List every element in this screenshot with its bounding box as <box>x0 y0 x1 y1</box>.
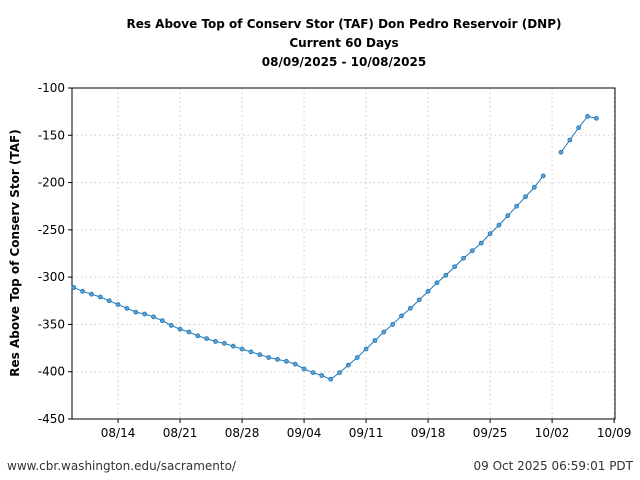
x-tick-label: 09/11 <box>349 426 384 440</box>
x-tick-label: 08/21 <box>163 426 198 440</box>
data-point <box>275 357 280 362</box>
data-point <box>567 137 573 143</box>
data-point <box>345 362 351 368</box>
data-point <box>496 222 502 228</box>
y-tick-label: -450 <box>38 412 65 426</box>
data-point <box>576 125 582 131</box>
data-point <box>283 358 289 364</box>
x-tick-label: 09/25 <box>473 426 508 440</box>
data-point <box>151 314 156 320</box>
data-point <box>319 373 325 378</box>
x-tick-label: 09/04 <box>287 426 322 440</box>
data-point <box>292 361 298 367</box>
data-point <box>124 305 130 311</box>
data-point <box>363 346 369 352</box>
data-point <box>115 302 121 307</box>
y-tick-label: -150 <box>38 128 65 142</box>
data-point <box>168 322 174 328</box>
chart-subtitle: Current 60 Days <box>289 36 398 50</box>
x-tick-label: 10/09 <box>597 426 632 440</box>
chart-date-range: 08/09/2025 - 10/08/2025 <box>262 55 426 69</box>
data-point <box>248 349 254 355</box>
data-point <box>443 272 449 278</box>
data-point <box>593 115 599 121</box>
data-point <box>230 343 236 349</box>
data-point <box>416 297 422 303</box>
data-point <box>540 173 546 179</box>
data-point <box>71 285 77 290</box>
data-point <box>80 288 86 294</box>
data-point <box>478 240 484 246</box>
y-tick-label: -350 <box>38 317 65 331</box>
x-tick-label: 10/02 <box>535 426 570 440</box>
data-point <box>399 313 404 319</box>
y-axis-label: Res Above Top of Conserv Stor (TAF) <box>8 129 22 376</box>
data-point <box>531 184 537 190</box>
x-tick-label: 08/14 <box>101 426 136 440</box>
data-point <box>301 366 307 372</box>
x-tick-label: 09/18 <box>411 426 446 440</box>
data-point <box>354 355 360 360</box>
data-point <box>452 264 458 270</box>
data-point <box>434 280 440 286</box>
data-point <box>372 338 378 343</box>
data-point <box>186 329 192 335</box>
data-point <box>239 346 245 352</box>
data-point <box>89 291 94 297</box>
y-tick-label: -400 <box>38 365 65 379</box>
footer-timestamp: 09 Oct 2025 06:59:01 PDT <box>473 459 633 473</box>
plot-frame <box>71 87 616 420</box>
y-tick-label: -250 <box>38 223 65 237</box>
data-point <box>328 376 334 382</box>
data-point <box>310 370 316 376</box>
data-point <box>381 329 387 335</box>
data-point <box>461 255 466 261</box>
data-point <box>159 318 165 324</box>
data-point <box>142 311 148 317</box>
y-tick-label: -200 <box>38 176 65 190</box>
data-point <box>523 194 528 200</box>
footer-url[interactable]: www.cbr.washington.edu/sacramento/ <box>7 459 237 473</box>
data-point <box>558 149 564 155</box>
series-line <box>71 113 599 382</box>
data-point <box>337 370 342 376</box>
data-point <box>257 352 263 358</box>
x-tick-label: 08/28 <box>225 426 260 440</box>
data-point <box>425 288 431 294</box>
data-point <box>487 231 493 237</box>
data-point <box>407 305 413 311</box>
y-tick-label: -100 <box>38 81 65 95</box>
data-point <box>390 322 396 327</box>
chart-title: Res Above Top of Conserv Stor (TAF) Don … <box>126 17 561 31</box>
data-point <box>177 326 183 332</box>
data-point <box>213 339 218 344</box>
data-point <box>266 355 272 360</box>
data-point <box>97 294 103 300</box>
data-point <box>585 113 590 119</box>
data-point <box>204 336 210 342</box>
data-point <box>505 213 511 219</box>
y-tick-label: -300 <box>38 270 65 284</box>
data-point <box>106 298 112 304</box>
data-point <box>221 340 227 346</box>
data-point <box>195 333 201 339</box>
axes: -100 -150 -200 -250 -300 -350 -400 -450 08/14 08/… <box>38 81 632 440</box>
data-point <box>469 248 475 254</box>
series-segment <box>560 115 597 153</box>
data-point <box>514 203 520 209</box>
data-point <box>133 309 139 315</box>
